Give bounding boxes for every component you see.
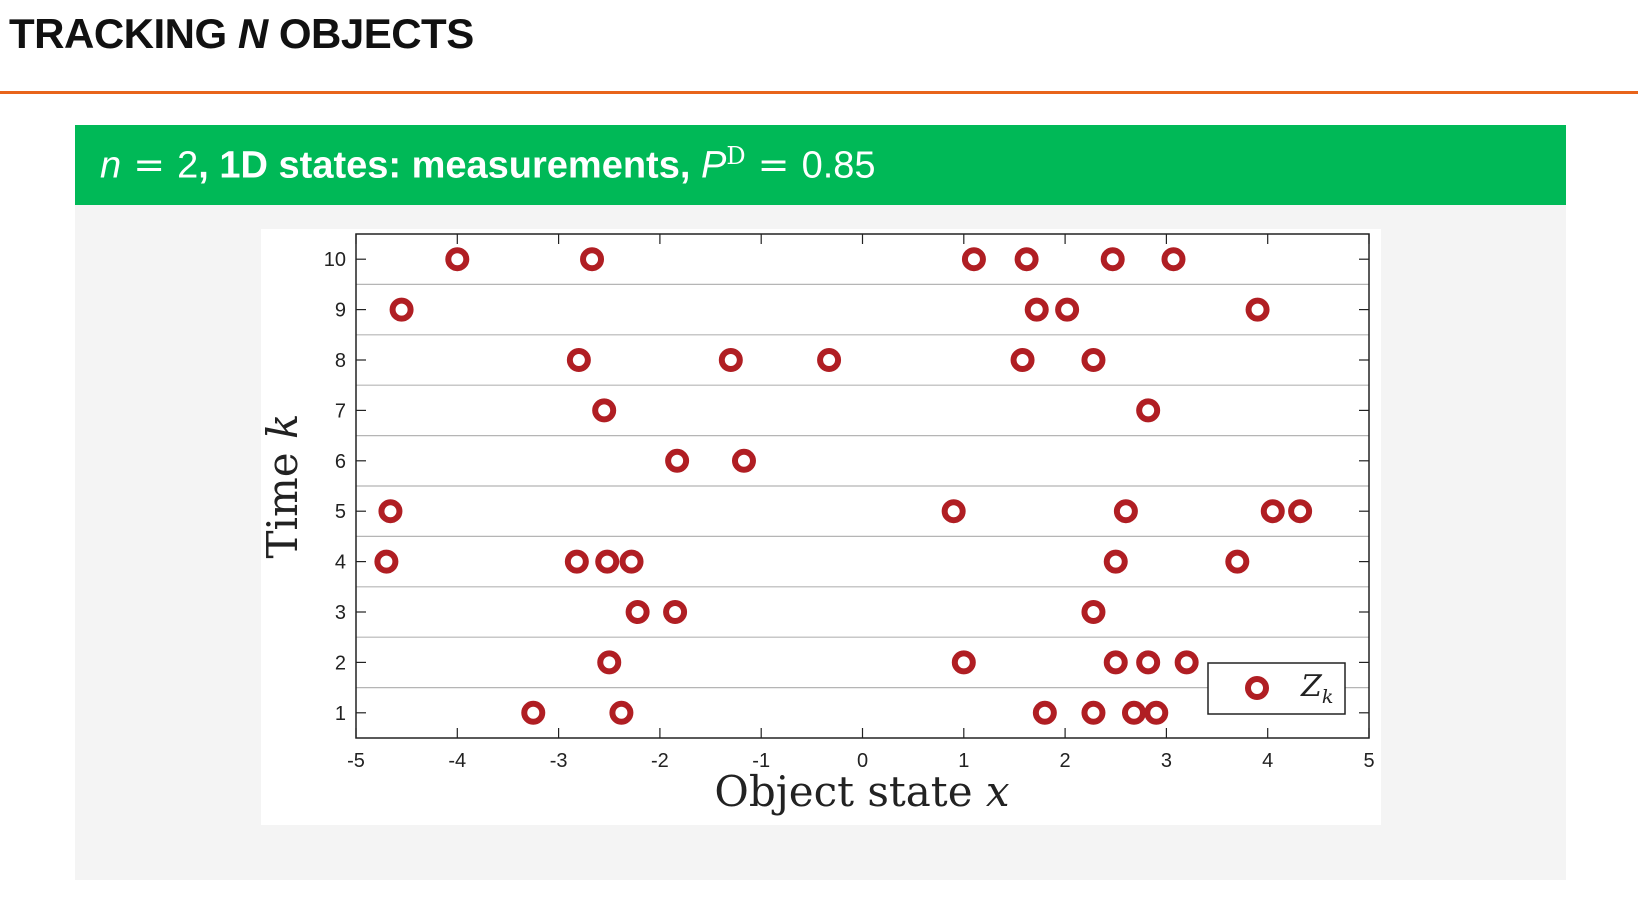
legend-label-sub: k	[1322, 686, 1334, 708]
measurement-point	[1136, 398, 1161, 423]
slide-title-prefix: TRACKING	[9, 10, 238, 57]
y-tick-label: 1	[335, 703, 346, 725]
measurement-point	[625, 600, 650, 624]
measurement-point	[1288, 499, 1313, 524]
x-tick-label: -4	[448, 750, 466, 772]
grid-layer	[356, 283, 1369, 689]
measurement-point	[718, 348, 743, 372]
measurement-point	[1055, 297, 1080, 322]
y-tick-label: 7	[335, 400, 346, 422]
legend-label: Zk	[1300, 669, 1333, 708]
measurement-point	[378, 499, 403, 524]
header-sup: D	[726, 142, 746, 170]
header-var-p: P	[700, 144, 727, 187]
x-tick-label: 5	[1363, 750, 1374, 772]
measurement-point	[564, 549, 589, 574]
measurement-point	[580, 247, 605, 272]
measurement-point	[619, 549, 644, 574]
measurement-point	[731, 448, 756, 473]
measurement-point	[389, 297, 414, 322]
panel-header: n = 2, 1D states: measurements, PD = 0.8…	[75, 125, 1566, 205]
slide-title-var: N	[237, 10, 268, 57]
measurement-point	[1024, 297, 1049, 322]
x-tick-label: 3	[1161, 750, 1172, 772]
measurement-point	[1014, 247, 1039, 272]
header-eq2: =	[745, 142, 802, 187]
x-tick-label: 0	[857, 750, 868, 772]
y-tick-label: 5	[335, 501, 346, 523]
measurement-point	[1081, 700, 1106, 725]
x-axis-label: Object state x	[714, 767, 1010, 816]
measurement-point	[1081, 600, 1106, 624]
scatter-chart: 1 2 3 4 5 6 7 8 9 10 -5 -4 -3 -2 -1 0 1 2 3 4 5 Zk Object st…	[258, 233, 1375, 816]
y-tick-label: 6	[335, 451, 346, 473]
y-tick-label: 8	[335, 350, 346, 372]
point-layer	[374, 247, 1313, 725]
header-eq1: =	[121, 142, 178, 187]
header-n-val: 2	[177, 144, 199, 187]
x-tick-label: 4	[1262, 750, 1273, 772]
y-axis-label-text: Time	[261, 439, 307, 558]
measurement-point	[817, 348, 842, 372]
y-axis-label: Time k	[261, 414, 307, 559]
measurement-point	[1225, 549, 1250, 574]
measurement-point	[1081, 348, 1106, 372]
measurement-point	[961, 247, 986, 272]
slide-title-suffix: OBJECTS	[267, 10, 474, 57]
measurement-point	[445, 247, 470, 272]
measurement-point	[951, 650, 976, 675]
measurement-point	[609, 700, 634, 725]
legend: Zk	[1207, 662, 1346, 715]
measurement-point	[1136, 650, 1161, 675]
measurement-point	[597, 650, 622, 675]
measurement-point	[1103, 650, 1128, 675]
x-tick-label: -2	[651, 750, 669, 772]
header-var-n: n	[100, 144, 122, 187]
y-tick-label: 3	[335, 602, 346, 624]
measurement-point	[1174, 650, 1199, 675]
tick-layer: 1 2 3 4 5 6 7 8 9 10 -5 -4 -3 -2 -1 0 1 2 3 4 5	[324, 234, 1375, 772]
y-tick-label: 10	[324, 249, 346, 271]
measurement-point	[1161, 247, 1186, 272]
y-tick-label: 4	[335, 552, 346, 574]
measurement-point	[1010, 348, 1035, 372]
measurement-point	[1032, 700, 1057, 725]
measurement-point	[592, 398, 617, 423]
measurement-point	[1103, 549, 1128, 574]
legend-box	[1207, 662, 1346, 715]
x-tick-label: -1	[752, 750, 770, 772]
legend-label-main: Z	[1300, 669, 1323, 704]
measurement-point	[1144, 700, 1169, 725]
measurement-point	[1121, 700, 1146, 725]
legend-marker	[1245, 676, 1269, 700]
y-axis-label-var: k	[261, 414, 307, 439]
title-rule	[0, 91, 1638, 94]
measurement-point	[665, 448, 690, 473]
measurement-point	[941, 499, 966, 524]
measurement-point	[1245, 297, 1270, 322]
measurement-point	[595, 549, 620, 574]
x-tick-label: -5	[347, 750, 365, 772]
chart-card: 1 2 3 4 5 6 7 8 9 10 -5 -4 -3 -2 -1 0 1 2 3 4 5 Zk Object st…	[258, 229, 1381, 825]
y-tick-label: 9	[335, 300, 346, 322]
measurement-point	[521, 700, 546, 725]
header-bold: , 1D states: measurements,	[198, 144, 701, 187]
measurement-point	[663, 600, 688, 624]
panel-header-text: n = 2, 1D states: measurements, PD = 0.8…	[100, 142, 876, 188]
measurement-point	[1113, 499, 1138, 524]
measurement-point	[566, 348, 591, 372]
x-axis-label-text: Object state	[714, 767, 986, 816]
slide-title: TRACKING N OBJECTS	[9, 10, 474, 58]
x-tick-label: 1	[958, 750, 969, 772]
y-tick-label: 2	[335, 652, 346, 674]
x-tick-label: 2	[1060, 750, 1071, 772]
measurement-point	[1100, 247, 1125, 272]
x-axis-label-var: x	[986, 767, 1010, 816]
x-tick-label: -3	[550, 750, 568, 772]
measurement-point	[1260, 499, 1285, 524]
header-pd-val: 0.85	[801, 144, 876, 187]
measurement-point	[374, 549, 399, 574]
